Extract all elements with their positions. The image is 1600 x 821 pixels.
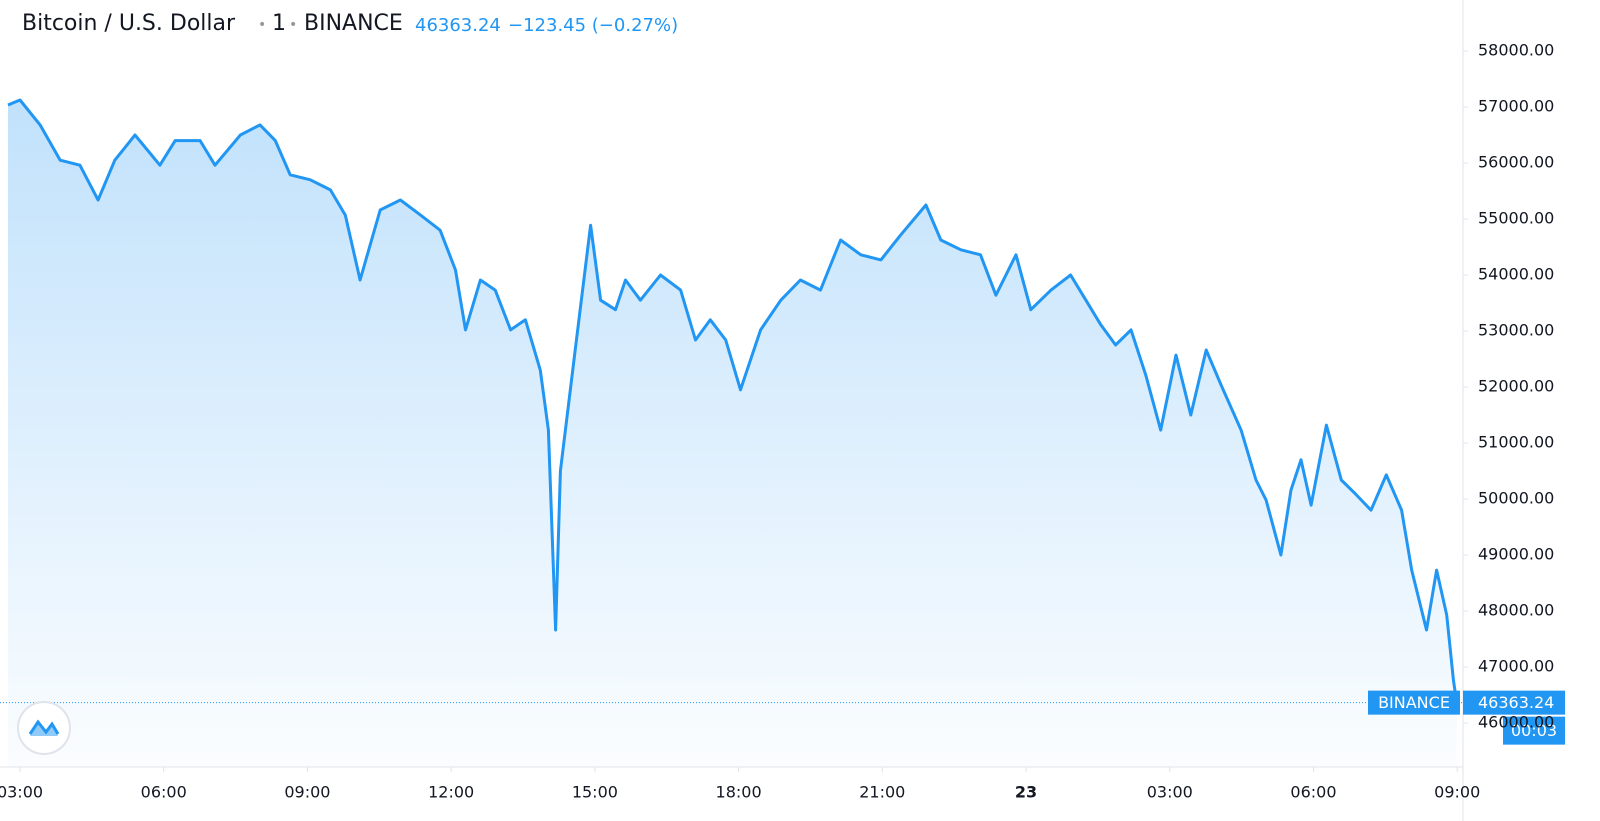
x-tick-label: 21:00 [859, 783, 905, 802]
y-tick-label: 50000.00 [1478, 488, 1554, 507]
price-line [7, 98, 1459, 703]
x-tick-label: 23 [1015, 783, 1037, 802]
exchange: BINANCE [304, 11, 403, 36]
area-fill [8, 100, 1457, 767]
countdown-badge [1503, 716, 1565, 745]
x-tick-label: 15:00 [572, 783, 618, 802]
header-change: −123.45 (−0.27%) [508, 15, 678, 36]
y-tick-label: 49000.00 [1478, 544, 1554, 563]
x-tick-label: 18:00 [716, 783, 762, 802]
y-tick-label: 46000.00 [1478, 712, 1554, 731]
x-tick-label: 03:00 [1147, 783, 1193, 802]
separator: • [289, 17, 297, 33]
exchange-badge-label: BINANCE [1378, 693, 1450, 712]
x-tick-label: 12:00 [428, 783, 474, 802]
exchange-badge [1368, 690, 1460, 715]
x-tick-label: 09:00 [1434, 783, 1480, 802]
symbol-title: Bitcoin / U.S. Dollar [22, 11, 236, 36]
y-tick-label: 47000.00 [1478, 656, 1554, 675]
y-tick-label: 52000.00 [1478, 376, 1554, 395]
x-tick-label: 03:00 [0, 783, 43, 802]
y-tick-label: 57000.00 [1478, 97, 1554, 116]
price-badge-label: 46363.24 [1478, 693, 1554, 712]
y-tick-label: 54000.00 [1478, 265, 1554, 284]
header-price: 46363.24 [415, 15, 501, 36]
x-tick-label: 09:00 [284, 783, 330, 802]
x-tick-label: 06:00 [141, 783, 187, 802]
separator: • [258, 17, 266, 33]
x-tick-label: 06:00 [1290, 783, 1336, 802]
y-tick-label: 53000.00 [1478, 321, 1554, 340]
countdown-label: 00:03 [1511, 721, 1557, 740]
interval: 1 [272, 11, 286, 36]
y-tick-label: 58000.00 [1478, 41, 1554, 60]
price-badge [1463, 690, 1565, 715]
y-tick-label: 48000.00 [1478, 600, 1554, 619]
y-tick-label: 51000.00 [1478, 432, 1554, 451]
y-tick-label: 56000.00 [1478, 153, 1554, 172]
y-tick-label: 55000.00 [1478, 209, 1554, 228]
logo[interactable] [17, 701, 71, 755]
